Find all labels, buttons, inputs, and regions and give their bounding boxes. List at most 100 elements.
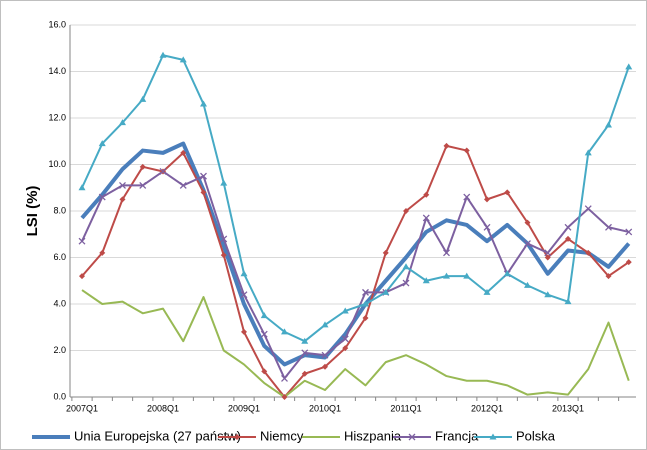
marker	[483, 288, 491, 295]
marker	[260, 330, 268, 338]
marker	[260, 312, 268, 319]
marker	[281, 374, 288, 382]
series-line	[80, 141, 631, 367]
marker	[544, 249, 552, 257]
marker	[200, 172, 207, 180]
marker	[342, 345, 349, 352]
marker	[463, 193, 471, 201]
marker	[220, 235, 228, 243]
marker	[301, 349, 309, 357]
series-line	[81, 144, 630, 398]
legend-label: Unia Europejska (27 państw)	[74, 428, 241, 443]
marker	[605, 121, 612, 128]
marker	[119, 196, 126, 203]
marker	[584, 149, 592, 156]
marker	[281, 394, 288, 400]
marker	[625, 259, 632, 266]
series-line	[81, 54, 630, 343]
marker	[382, 249, 389, 256]
marker	[220, 179, 228, 186]
marker	[524, 240, 531, 248]
marker	[463, 147, 470, 154]
marker	[220, 252, 227, 259]
x-tick-label: 2013Q1	[552, 403, 584, 413]
marker	[625, 228, 633, 236]
marker	[301, 337, 309, 344]
marker	[321, 351, 329, 359]
marker	[78, 184, 86, 191]
marker	[362, 288, 369, 296]
marker	[463, 272, 471, 279]
marker	[79, 273, 85, 280]
marker	[139, 181, 147, 189]
legend-label: Niemcy	[260, 428, 304, 443]
marker	[483, 223, 491, 231]
marker	[423, 191, 430, 198]
marker	[240, 291, 248, 299]
marker	[362, 314, 369, 321]
x-tick-label: 2011Q1	[390, 403, 421, 413]
marker	[402, 279, 410, 287]
marker	[402, 263, 410, 270]
marker	[584, 205, 592, 213]
marker	[78, 237, 86, 245]
legend-label: Polska	[516, 428, 556, 443]
x-tick-label: 2010Q1	[309, 403, 341, 413]
marker	[281, 328, 288, 335]
marker	[234, 434, 240, 440]
marker	[544, 254, 551, 261]
marker	[119, 181, 126, 189]
marker	[504, 189, 511, 196]
marker	[159, 51, 167, 58]
marker	[240, 270, 248, 277]
marker	[489, 433, 497, 440]
marker	[408, 433, 416, 441]
marker	[139, 95, 147, 102]
marker	[564, 223, 572, 231]
marker	[301, 370, 308, 377]
x-tick-label: 2008Q1	[147, 403, 179, 413]
series-line	[81, 289, 630, 398]
marker	[544, 291, 552, 298]
marker	[119, 119, 126, 126]
marker	[159, 168, 167, 175]
marker	[98, 193, 106, 201]
marker	[99, 249, 106, 256]
legend-label: Hiszpania	[344, 428, 402, 443]
marker	[341, 307, 349, 314]
x-tick-label: 2012Q1	[471, 403, 503, 413]
y-tick-label: 0.0	[53, 391, 66, 401]
marker	[180, 149, 187, 156]
y-axis-label: LSI (%)	[24, 186, 41, 237]
marker	[605, 223, 612, 231]
marker	[625, 63, 633, 70]
marker	[524, 281, 531, 288]
marker	[382, 288, 390, 295]
marker	[200, 100, 207, 107]
marker	[261, 368, 268, 375]
marker	[443, 272, 450, 279]
marker	[503, 270, 511, 277]
marker	[179, 181, 187, 189]
series-line	[81, 170, 629, 380]
marker	[139, 163, 146, 170]
marker	[605, 273, 612, 280]
marker	[443, 249, 450, 257]
marker	[403, 208, 409, 214]
y-tick-label: 16.0	[48, 19, 66, 29]
marker	[321, 321, 329, 328]
marker	[179, 56, 187, 63]
x-tick-label: 2009Q1	[228, 403, 260, 413]
marker	[98, 140, 106, 147]
y-tick-label: 2.0	[53, 345, 66, 355]
x-tick-label: 2007Q1	[66, 403, 98, 413]
y-tick-label: 8.0	[53, 205, 66, 215]
marker	[565, 235, 571, 242]
marker	[322, 363, 328, 370]
y-tick-label: 10.0	[48, 159, 66, 169]
y-tick-label: 14.0	[48, 66, 66, 76]
marker	[241, 328, 247, 335]
marker	[564, 298, 572, 305]
